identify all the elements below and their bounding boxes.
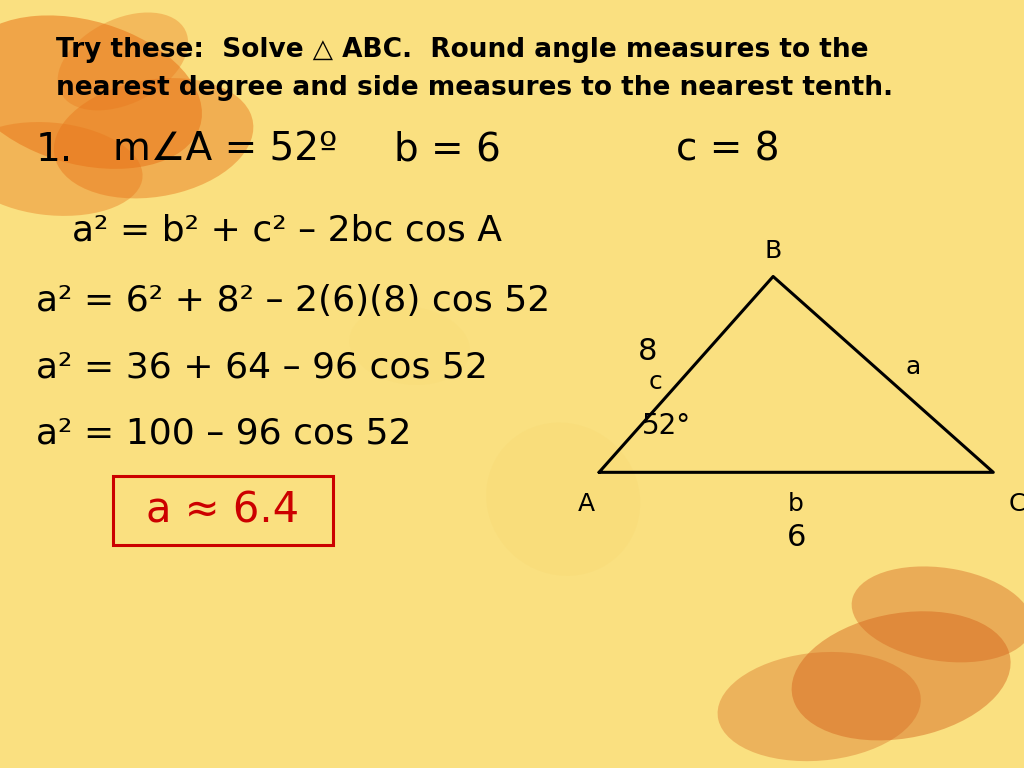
Text: 1.: 1.: [36, 131, 73, 169]
Text: a² = 36 + 64 – 96 cos 52: a² = 36 + 64 – 96 cos 52: [36, 350, 487, 384]
FancyBboxPatch shape: [113, 476, 333, 545]
Ellipse shape: [54, 78, 253, 198]
Ellipse shape: [349, 306, 470, 385]
Text: 52°: 52°: [642, 412, 691, 440]
Text: A: A: [579, 492, 595, 515]
Ellipse shape: [57, 12, 188, 111]
Text: a² = 100 – 96 cos 52: a² = 100 – 96 cos 52: [36, 417, 412, 451]
Text: B: B: [765, 239, 781, 263]
Text: nearest degree and side measures to the nearest tenth.: nearest degree and side measures to the …: [56, 75, 894, 101]
Ellipse shape: [0, 122, 142, 216]
Ellipse shape: [718, 652, 921, 761]
Text: a² = 6² + 8² – 2(6)(8) cos 52: a² = 6² + 8² – 2(6)(8) cos 52: [36, 284, 550, 318]
Text: b = 6: b = 6: [394, 131, 501, 169]
Text: C: C: [1009, 492, 1024, 515]
Text: 6: 6: [786, 523, 806, 552]
Text: c = 8: c = 8: [676, 131, 779, 169]
Ellipse shape: [486, 422, 640, 576]
Ellipse shape: [792, 611, 1011, 740]
Text: a² = b² + c² – 2bc cos A: a² = b² + c² – 2bc cos A: [72, 214, 502, 247]
Text: m∠A = 52º: m∠A = 52º: [113, 131, 337, 169]
Text: Try these:  Solve △ ABC.  Round angle measures to the: Try these: Solve △ ABC. Round angle meas…: [56, 37, 868, 63]
Text: b: b: [788, 492, 804, 515]
Text: 8: 8: [637, 337, 657, 366]
Text: a: a: [906, 355, 921, 379]
Text: c: c: [648, 370, 663, 394]
Text: a ≈ 6.4: a ≈ 6.4: [146, 490, 299, 531]
Ellipse shape: [852, 567, 1024, 662]
Ellipse shape: [0, 15, 202, 169]
